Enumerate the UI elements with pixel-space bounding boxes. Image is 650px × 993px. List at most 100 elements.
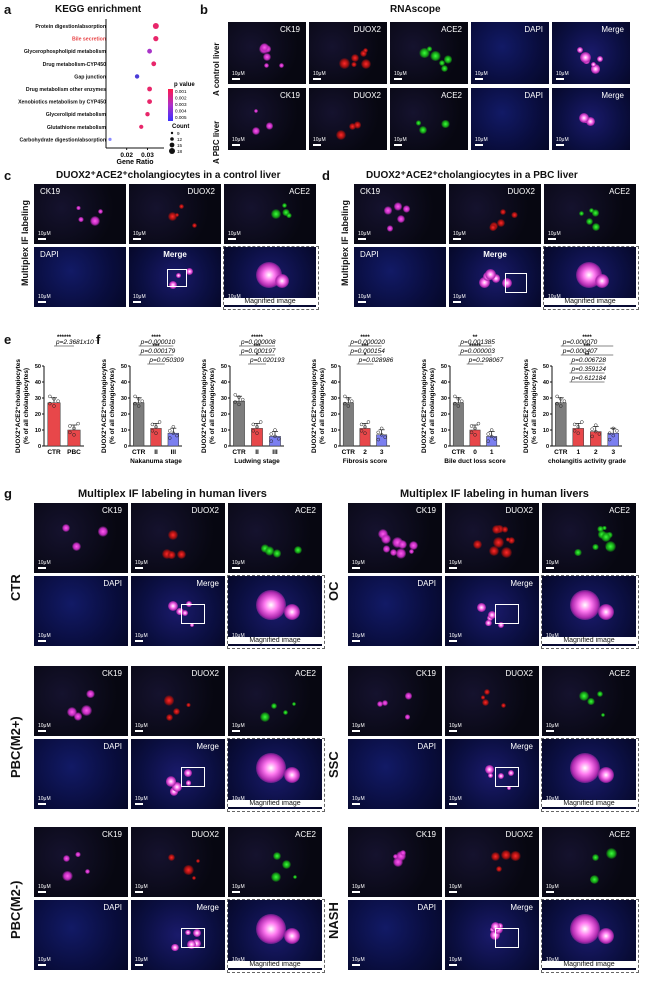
stained-cell [191, 222, 198, 229]
channel-label: CK19 [101, 830, 122, 839]
channel-label: CK19 [360, 187, 381, 196]
stained-cell [415, 119, 422, 126]
zoom-box [181, 604, 205, 624]
stained-cell [395, 548, 406, 559]
stained-cell [501, 526, 509, 534]
data-point [68, 424, 72, 428]
zoom-box [505, 273, 527, 293]
kegg-dot [153, 36, 159, 42]
stained-cell [162, 549, 173, 559]
panel-c-title: DUOX2⁺ACE2⁺cholangiocytes in a control l… [56, 170, 281, 181]
chart-ytick: 0 [334, 444, 337, 450]
data-point [258, 420, 263, 424]
stained-cell [590, 64, 601, 74]
channel-label: ACE2 [609, 830, 630, 839]
scale-bar: 10μM [394, 71, 407, 80]
data-point [273, 434, 277, 439]
data-point [269, 439, 274, 443]
image-tile-dapi: DAPI 10μM [34, 247, 126, 307]
magnified-label: Magnified image [542, 961, 636, 968]
kegg-dot [108, 137, 112, 141]
stained-cell [591, 209, 600, 217]
data-point [171, 431, 176, 435]
stained-cell [489, 545, 499, 556]
stained-cell [592, 543, 599, 551]
channel-label: Merge [483, 250, 507, 259]
bar [233, 400, 245, 447]
data-point [555, 394, 559, 399]
chart-p-value: p=0.000008 [240, 339, 276, 346]
kegg-term-label: Carbohydrate digestion/absorption [20, 137, 106, 143]
data-point [594, 423, 598, 427]
kegg-dot [139, 124, 144, 129]
scale-bar: 10μM [352, 884, 365, 893]
image-tile-dapi: DAPI 10μM [471, 88, 549, 150]
channel-label: ACE2 [295, 669, 316, 678]
data-point [607, 437, 612, 442]
stained-cell [404, 692, 412, 700]
kegg-legend-count-title: Count [172, 124, 189, 130]
chart-significance-stars: **** [582, 335, 592, 341]
stained-cell [271, 871, 282, 882]
image-tile-dark: CK19 10μM [34, 666, 128, 736]
chart-p-value: p=0.298067 [468, 357, 504, 364]
stained-cell [396, 851, 406, 861]
data-point [453, 394, 457, 399]
data-point [486, 439, 490, 443]
stained-cell [262, 53, 272, 62]
stained-cell [192, 928, 201, 937]
chart-significance-stars: * [256, 353, 259, 359]
stained-cell [282, 209, 290, 217]
chart-ylabel: DUOX2⁺ACE2⁺cholangiocytes [15, 359, 22, 453]
data-point [559, 397, 563, 401]
chart-ytick: 40 [331, 380, 337, 386]
stained-cell [485, 619, 492, 627]
channel-label: Merge [163, 250, 187, 259]
kegg-legend-p-value: 0.001 [175, 89, 187, 94]
chart-ytick: 30 [331, 396, 337, 402]
kegg-dot [147, 99, 152, 104]
kegg-legend-count-value: 12 [177, 137, 183, 142]
panel-letter-g: g [4, 486, 12, 501]
bar [47, 402, 61, 447]
chart-ytick: 20 [543, 412, 549, 418]
chart-ylabel: DUOX2⁺ACE2⁺cholangiocytes [201, 359, 208, 453]
stained-cell [601, 532, 612, 543]
image-tile-merge: 10μM Magnified image [224, 247, 316, 307]
data-point [590, 427, 594, 431]
stained-cell [598, 928, 615, 944]
image-tile-dark: DUOX2 10μM [131, 827, 225, 897]
chart-category-label: 3 [380, 449, 384, 456]
chart-f3: DUOX2⁺ACE2⁺cholangiocytes (% of all chola… [311, 335, 394, 465]
data-point [489, 428, 494, 432]
bar [167, 432, 179, 447]
chart-f4: DUOX2⁺ACE2⁺cholangiocytes (% of all chola… [421, 335, 506, 465]
data-point [72, 426, 76, 431]
stained-cell [81, 704, 93, 716]
chart-f1: DUOX2⁺ACE2⁺cholangiocytes (% of all chola… [101, 335, 184, 465]
data-point [133, 401, 137, 406]
stained-cell [360, 49, 368, 57]
chart-ytick: 20 [35, 412, 41, 418]
data-point [597, 432, 602, 436]
stained-cell [393, 854, 399, 860]
stained-cell [84, 869, 90, 875]
scale-bar: 10μM [449, 633, 462, 642]
chart-ytick: 0 [444, 444, 447, 450]
stained-cell [498, 622, 505, 628]
bar [342, 402, 354, 447]
zoom-box [495, 604, 519, 624]
data-point [76, 421, 80, 426]
scale-bar: 10μM [358, 294, 371, 303]
chart-ytick: 0 [124, 444, 127, 450]
image-tile-dapi: DAPI 10μM [34, 739, 128, 809]
stained-cell [279, 63, 284, 68]
stained-cell [86, 689, 95, 698]
stained-cell [389, 549, 397, 557]
stained-cell [492, 524, 501, 534]
stained-cell [578, 211, 584, 216]
rnascope-row-label-pbc: A PBC liver [212, 120, 221, 164]
stained-cell [596, 56, 604, 63]
stained-cell [189, 622, 195, 628]
stained-cell [172, 707, 180, 715]
